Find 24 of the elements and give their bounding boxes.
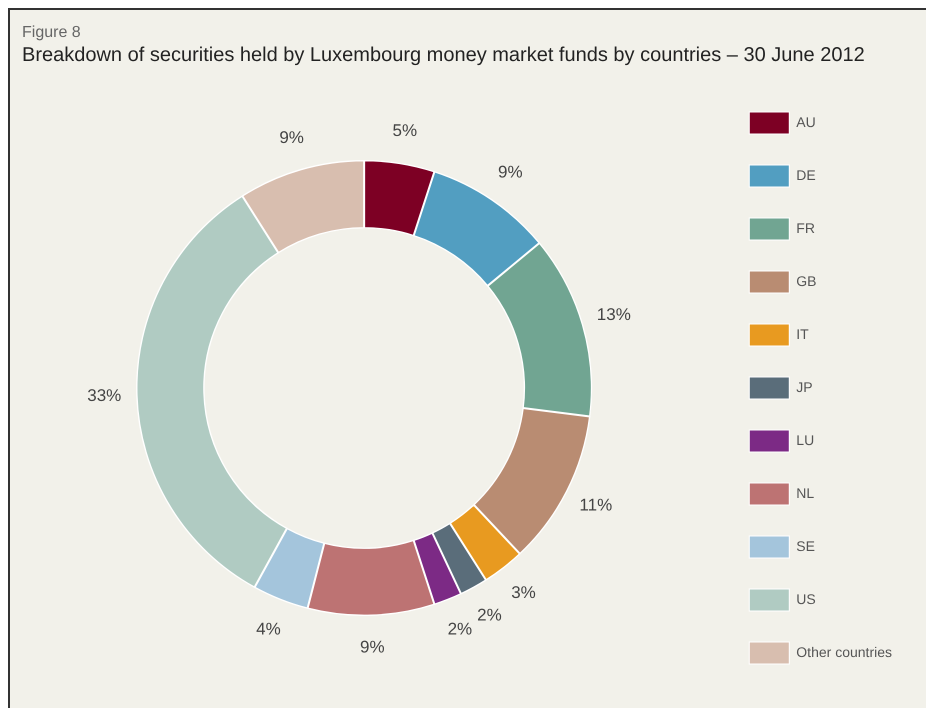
data-label: 9% (279, 128, 304, 148)
legend-label: JP (796, 378, 813, 395)
data-label: 2% (448, 619, 472, 638)
legend-label: FR (796, 220, 815, 236)
caption: Figure 8 (22, 24, 82, 42)
legend-label: SE (796, 538, 815, 554)
legend-label: NL (796, 484, 814, 501)
data-label: 13% (596, 305, 631, 324)
data-label: 3% (511, 583, 536, 602)
legend-label: IT (796, 326, 810, 342)
legend-label: DE (796, 166, 816, 183)
data-label: 11% (579, 496, 612, 515)
legend-label: US (796, 590, 816, 607)
data-label: 5% (392, 120, 418, 140)
data-label: 9% (360, 638, 385, 657)
data-label: 33% (87, 386, 122, 405)
chart-title: Breakdown of securities held by Luxembourg money market funds by countries – 30 June 2012 (22, 44, 866, 67)
data-label: 4% (256, 619, 281, 638)
legend-label: GB (796, 272, 817, 289)
data-label: 9% (498, 162, 523, 182)
data-label: 2% (477, 606, 502, 625)
legend-label: LU (796, 432, 814, 448)
legend-label: AU (796, 114, 816, 130)
legend-label: Other countries (796, 644, 892, 660)
